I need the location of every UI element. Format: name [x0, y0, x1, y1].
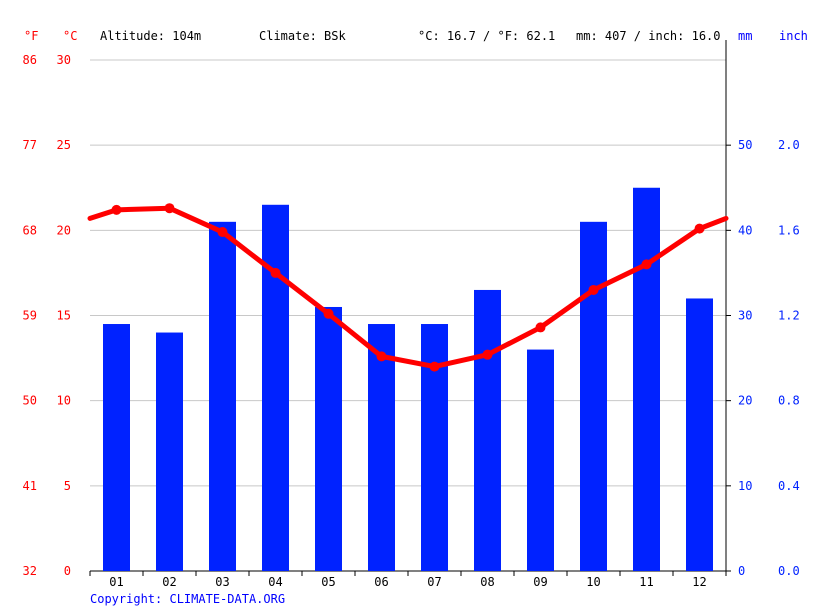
- precipitation-bar: [527, 349, 554, 571]
- inch-tick-label: 0.0: [778, 564, 800, 578]
- fahrenheit-tick-label: 68: [23, 223, 37, 237]
- inch-tick-label: 1.6: [778, 223, 800, 237]
- climate-label: Climate: BSk: [259, 29, 346, 43]
- fahrenheit-tick-label: 59: [23, 309, 37, 323]
- inch-tick-label: 0.4: [778, 479, 800, 493]
- precipitation-bar: [209, 221, 236, 572]
- precipitation-bar: [103, 324, 130, 571]
- precipitation-bar: [315, 306, 342, 571]
- inch-tick-label: 0.8: [778, 394, 800, 408]
- precipitation-total-label: mm: 407 / inch: 16.0: [576, 29, 721, 43]
- month-tick-label: 09: [533, 575, 547, 589]
- temperature-point: [429, 361, 440, 372]
- inch-unit-label: inch: [779, 29, 808, 43]
- month-tick-label: 12: [692, 575, 706, 589]
- temperature-point: [694, 223, 705, 234]
- average-temperature-label: °C: 16.7 / °F: 62.1: [418, 29, 556, 43]
- fahrenheit-tick-label: 32: [23, 564, 37, 578]
- temperature-point: [217, 227, 228, 238]
- precipitation-bar: [262, 204, 289, 572]
- mm-tick-label: 20: [738, 394, 752, 408]
- celsius-tick-label: 5: [64, 479, 71, 493]
- month-tick-label: 02: [162, 575, 176, 589]
- precipitation-bar: [580, 221, 607, 572]
- celsius-tick-label: 15: [57, 309, 71, 323]
- fahrenheit-tick-label: 41: [23, 479, 37, 493]
- celsius-tick-label: 30: [57, 53, 71, 67]
- fahrenheit-tick-label: 86: [23, 53, 37, 67]
- altitude-label: Altitude: 104m: [100, 29, 202, 43]
- celsius-tick-label: 25: [57, 138, 71, 152]
- copyright-link[interactable]: Copyright: CLIMATE-DATA.ORG: [90, 592, 286, 606]
- month-tick-label: 04: [268, 575, 282, 589]
- inch-tick-label: 2.0: [778, 138, 800, 152]
- temperature-point: [482, 349, 493, 360]
- mm-tick-label: 40: [738, 223, 752, 237]
- fahrenheit-tick-label: 77: [23, 138, 37, 152]
- fahrenheit-tick-label: 50: [23, 394, 37, 408]
- month-tick-label: 10: [586, 575, 600, 589]
- millimeter-unit-label: mm: [738, 29, 753, 43]
- mm-tick-label: 0: [738, 564, 745, 578]
- fahrenheit-unit-label: °F: [24, 29, 39, 43]
- temperature-point: [588, 284, 599, 295]
- month-tick-label: 08: [480, 575, 494, 589]
- inch-tick-label: 1.2: [778, 309, 800, 323]
- celsius-tick-label: 10: [57, 394, 71, 408]
- month-tick-label: 03: [215, 575, 229, 589]
- month-tick-label: 07: [427, 575, 441, 589]
- precipitation-bar: [368, 324, 395, 571]
- precipitation-bar: [474, 289, 501, 571]
- month-tick-label: 01: [109, 575, 123, 589]
- precipitation-bar: [421, 324, 448, 571]
- temperature-point: [323, 308, 334, 319]
- temperature-line: [87, 205, 729, 370]
- mm-tick-label: 50: [738, 138, 752, 152]
- temperature-point: [535, 322, 546, 333]
- temperature-point: [641, 259, 652, 270]
- celsius-tick-label: 0: [64, 564, 71, 578]
- celsius-tick-label: 20: [57, 223, 71, 237]
- month-tick-label: 05: [321, 575, 335, 589]
- mm-tick-label: 30: [738, 309, 752, 323]
- month-tick-label: 06: [374, 575, 388, 589]
- month-tick-label: 11: [639, 575, 653, 589]
- celsius-unit-label: °C: [63, 29, 78, 43]
- precipitation-bar: [686, 298, 713, 571]
- temperature-point: [376, 351, 387, 362]
- temperature-point: [111, 204, 122, 215]
- precipitation-bar: [633, 187, 660, 571]
- temperature-point: [270, 267, 281, 278]
- precipitation-bar: [156, 332, 183, 571]
- temperature-point: [164, 203, 175, 214]
- mm-tick-label: 10: [738, 479, 752, 493]
